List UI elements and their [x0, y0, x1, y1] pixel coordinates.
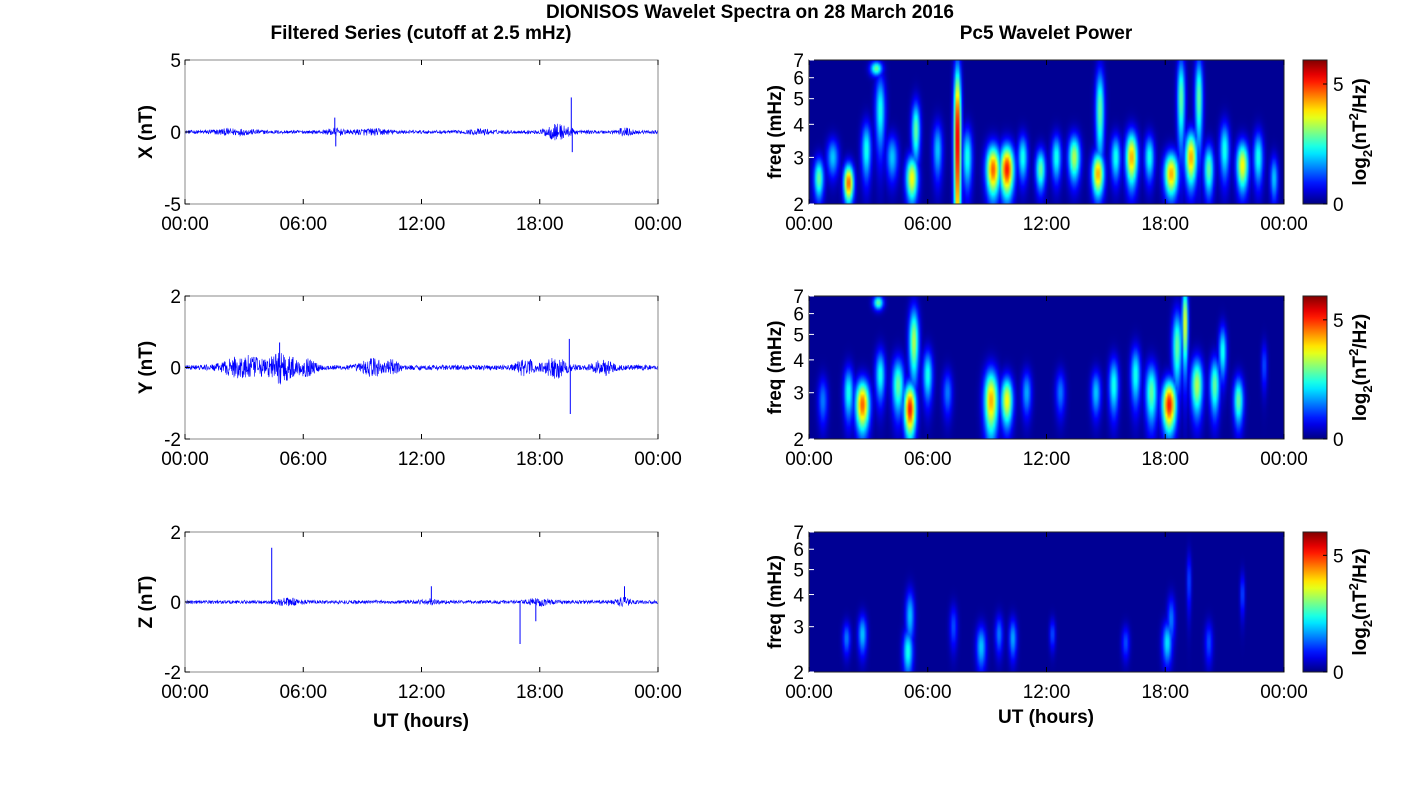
x-tick-label: 18:00 [516, 449, 564, 470]
x-tick-label: 00:00 [161, 682, 209, 703]
y-axis-label: freq (mHz) [765, 555, 786, 649]
series-panel-y: 20-200:00 06:00 12:00 18:00 00:00Y (nT) [136, 287, 682, 470]
y-axis-label: Z (nT) [136, 576, 157, 629]
x-tick-label: 18:00 [1141, 214, 1189, 235]
x-tick-label: 06:00 [904, 682, 952, 703]
x-tick-label: 00:00 [1260, 449, 1308, 470]
left-column-title: Filtered Series (cutoff at 2.5 mHz) [271, 23, 572, 44]
left-x-axis-label: UT (hours) [373, 711, 469, 732]
y-tick-label: -5 [164, 195, 181, 216]
panels: 50-500:00 06:00 12:00 18:00 00:00X (nT)20-20… [136, 51, 1375, 703]
x-tick-label: 00:00 [1260, 214, 1308, 235]
y-tick-label: 0 [170, 593, 181, 614]
x-tick-label: 06:00 [279, 214, 327, 235]
colorbar-label: log2(nT2/Hz) [1346, 314, 1375, 421]
x-tick-label: 06:00 [279, 449, 327, 470]
x-tick-label: 00:00 [634, 449, 682, 470]
colorbar [1302, 59, 1328, 205]
y-tick-label: 2 [793, 430, 804, 451]
x-tick-label: 00:00 [161, 214, 209, 235]
trace-line [184, 596, 659, 608]
x-tick-label: 00:00 [785, 214, 833, 235]
colorbar-tick-label: 5 [1333, 75, 1344, 96]
y-tick-label: 6 [793, 305, 804, 326]
series-panel-x: 50-500:00 06:00 12:00 18:00 00:00X (nT) [136, 51, 682, 235]
figure-title: DIONISOS Wavelet Spectra on 28 March 201… [546, 2, 954, 23]
y-tick-label: -2 [164, 663, 181, 684]
x-tick-label: 12:00 [398, 449, 446, 470]
x-tick-label: 00:00 [785, 682, 833, 703]
colorbar-label: log2(nT2/Hz) [1346, 548, 1375, 655]
colorbar-tick-label: 0 [1333, 195, 1344, 216]
x-tick-label: 06:00 [904, 449, 952, 470]
x-tick-label: 12:00 [1023, 682, 1071, 703]
y-tick-label: 4 [793, 115, 804, 136]
y-tick-label: 5 [793, 561, 804, 582]
x-tick-label: 06:00 [279, 682, 327, 703]
series-panel-z: 20-200:00 06:00 12:00 18:00 00:00Z (nT) [136, 523, 682, 703]
x-tick-label: 12:00 [1023, 214, 1071, 235]
y-tick-label: 5 [170, 51, 181, 72]
x-tick-label: 06:00 [904, 214, 952, 235]
y-tick-label: 2 [170, 523, 181, 544]
y-tick-label: 4 [793, 351, 804, 372]
y-tick-label: 0 [170, 123, 181, 144]
right-x-axis-label: UT (hours) [998, 707, 1094, 728]
right-column-title: Pc5 Wavelet Power [960, 23, 1133, 44]
y-tick-label: 5 [793, 90, 804, 111]
colorbar-tick-label: 5 [1333, 311, 1344, 332]
y-tick-label: 3 [793, 618, 804, 639]
y-tick-label: 2 [170, 287, 181, 308]
y-axis-label: freq (mHz) [765, 321, 786, 415]
x-tick-label: 18:00 [1141, 449, 1189, 470]
wavelet-power-image [809, 296, 1284, 439]
x-tick-label: 18:00 [516, 682, 564, 703]
y-tick-label: -2 [164, 430, 181, 451]
x-tick-label: 00:00 [634, 682, 682, 703]
colorbar-label: log2(nT2/Hz) [1346, 78, 1375, 185]
y-tick-label: 2 [793, 663, 804, 684]
wavelet-power-image [809, 60, 1284, 204]
y-axis-label: freq (mHz) [765, 85, 786, 179]
x-tick-label: 12:00 [1023, 449, 1071, 470]
x-tick-label: 12:00 [398, 214, 446, 235]
y-tick-label: 2 [793, 195, 804, 216]
y-tick-label: 5 [793, 325, 804, 346]
y-tick-label: 7 [793, 287, 804, 308]
y-tick-label: 7 [793, 51, 804, 72]
y-tick-label: 6 [793, 69, 804, 90]
colorbar-tick-label: 0 [1333, 663, 1344, 684]
colorbar-tick-label: 0 [1333, 430, 1344, 451]
x-tick-label: 00:00 [634, 214, 682, 235]
wavelet-power-image [809, 532, 1284, 672]
y-tick-label: 3 [793, 384, 804, 405]
y-tick-label: 7 [793, 523, 804, 544]
x-tick-label: 12:00 [398, 682, 446, 703]
x-tick-label: 00:00 [785, 449, 833, 470]
trace-line [184, 352, 659, 385]
x-tick-label: 00:00 [161, 449, 209, 470]
y-tick-label: 4 [793, 586, 804, 607]
y-axis-label: X (nT) [136, 105, 157, 159]
x-tick-label: 18:00 [516, 214, 564, 235]
y-axis-label: Y (nT) [136, 341, 157, 394]
x-tick-label: 18:00 [1141, 682, 1189, 703]
y-tick-label: 0 [170, 359, 181, 380]
colorbar [1302, 295, 1328, 440]
trace-line [184, 123, 659, 141]
colorbar [1302, 531, 1328, 673]
x-tick-label: 00:00 [1260, 682, 1308, 703]
y-tick-label: 6 [793, 540, 804, 561]
colorbar-tick-label: 5 [1333, 546, 1344, 567]
y-tick-label: 3 [793, 148, 804, 169]
